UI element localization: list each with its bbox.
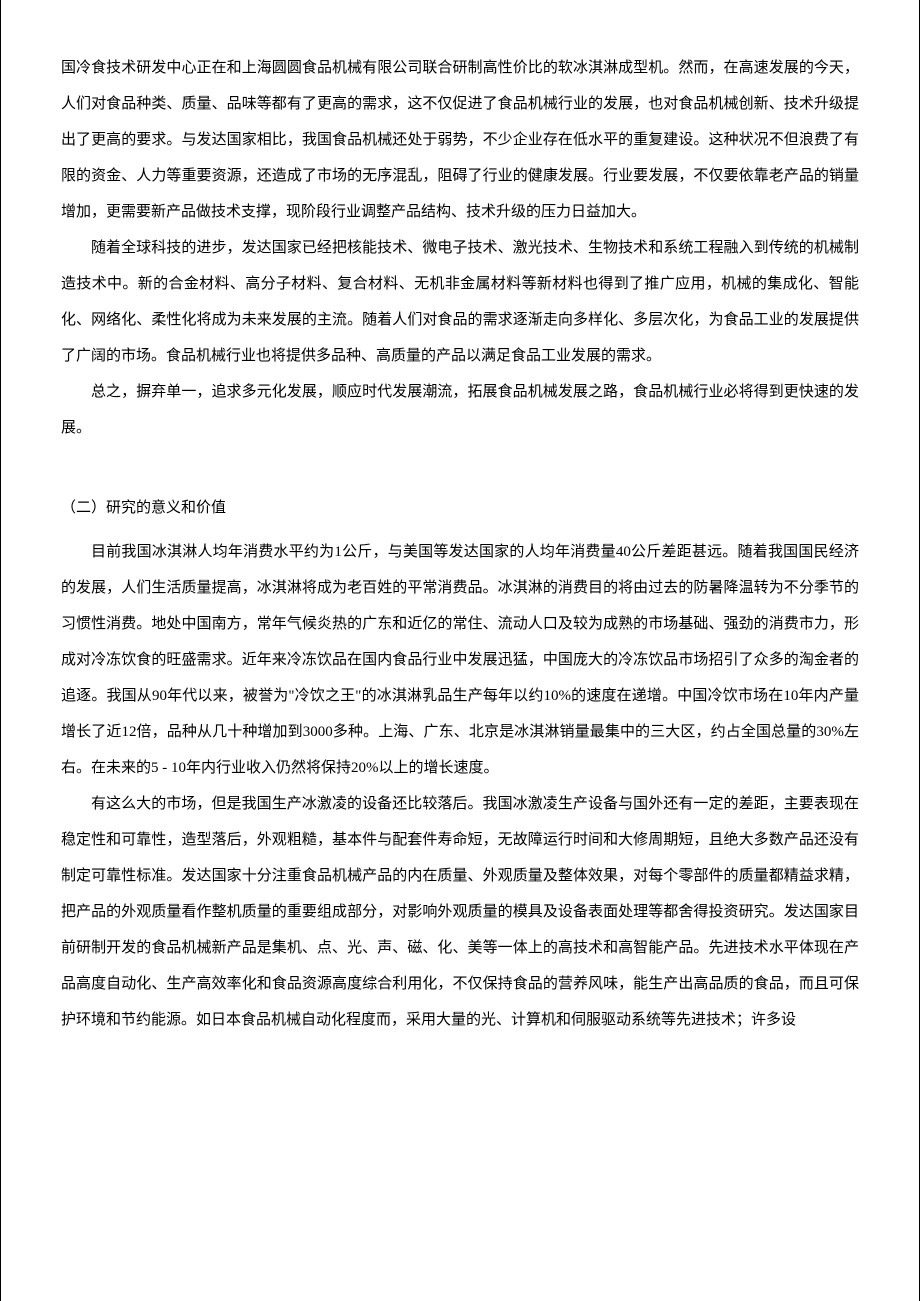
section-spacer — [61, 446, 859, 470]
paragraph-5: 有这么大的市场，但是我国生产冰激凌的设备还比较落后。我国冰激凌生产设备与国外还有… — [61, 786, 859, 1038]
paragraph-2: 随着全球科技的进步，发达国家已经把核能技术、微电子技术、激光技术、生物技术和系统… — [61, 230, 859, 374]
paragraph-4: 目前我国冰淇淋人均年消费水平约为1公斤，与美国等发达国家的人均年消费量40公斤差… — [61, 534, 859, 786]
paragraph-3: 总之，摒弃单一，追求多元化发展，顺应时代发展潮流，拓展食品机械发展之路，食品机械… — [61, 374, 859, 446]
paragraph-1: 国冷食技术研发中心正在和上海圆圆食品机械有限公司联合研制高性价比的软冰淇淋成型机… — [61, 50, 859, 230]
section-heading: （二）研究的意义和价值 — [61, 490, 859, 526]
document-page: 国冷食技术研发中心正在和上海圆圆食品机械有限公司联合研制高性价比的软冰淇淋成型机… — [0, 0, 920, 1301]
